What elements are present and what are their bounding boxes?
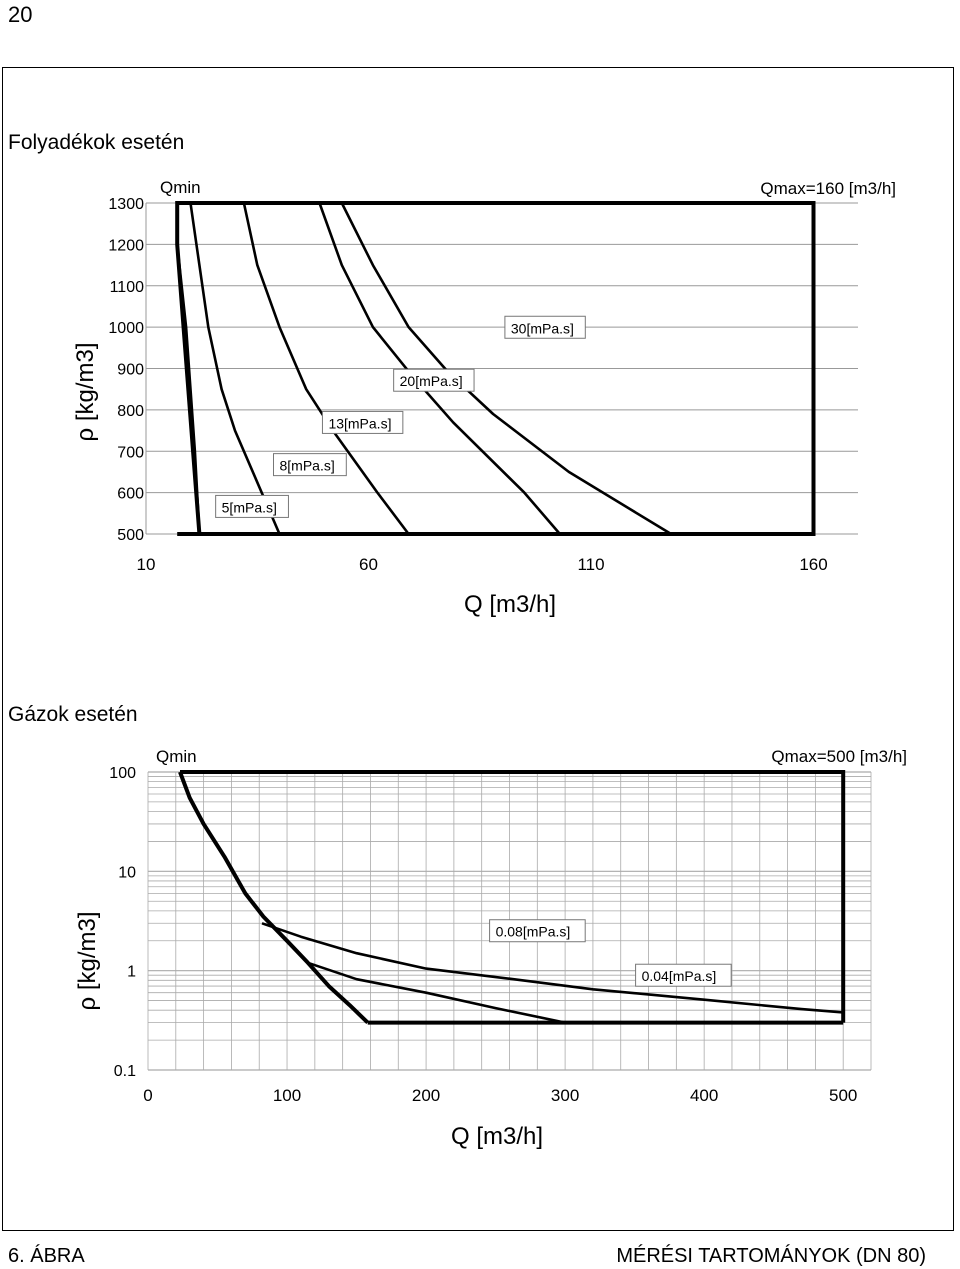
gas-range-boundary — [180, 770, 846, 1023]
gas-qmin-label: Qmin — [156, 747, 197, 766]
liquid-curve-label-box — [504, 315, 586, 339]
liquid-qmin-label: Qmin — [160, 178, 201, 197]
gas-curve-label: 0.08[mPa.s] — [496, 924, 571, 940]
gas-x-tick-label: 500 — [829, 1086, 857, 1105]
liquid-range-boundary — [175, 201, 816, 536]
liquid-y-tick-label: 500 — [117, 527, 144, 544]
gas-x-tick-label: 300 — [551, 1086, 579, 1105]
liquid-qmax-label: Qmax=160 [m3/h] — [760, 179, 896, 198]
gas-curve-label-box — [635, 963, 732, 987]
liquid-curve-label-box — [393, 368, 475, 392]
liquid-curve-label: 20[mPa.s] — [400, 373, 463, 389]
figure-title: MÉRÉSI TARTOMÁNYOK (DN 80) — [616, 1245, 926, 1267]
liquid-y-tick-label: 1000 — [108, 320, 144, 337]
liquid-curve-label: 5[mPa.s] — [222, 499, 277, 515]
gas-y-tick-label: 1 — [127, 964, 136, 981]
gas-curve-label-box — [489, 919, 586, 943]
gas-x-tick-label: 100 — [273, 1086, 301, 1105]
gas-viscosity-curve — [307, 961, 566, 1024]
gas-y-tick-label: 100 — [109, 765, 136, 782]
liquid-viscosity-curve — [175, 244, 201, 535]
liquid-y-tick-label: 800 — [117, 403, 144, 420]
liquid-x-tick-label: 10 — [137, 555, 156, 574]
liquid-y-tick-label: 700 — [117, 444, 144, 461]
gas-curve-label: 0.04[mPa.s] — [642, 968, 717, 984]
gas-x-tick-label: 200 — [412, 1086, 440, 1105]
liquid-x-axis-label: Q [m3/h] — [464, 591, 556, 618]
gas-viscosity-curve — [261, 922, 844, 1014]
gas-qmax-label: Qmax=500 [m3/h] — [771, 747, 907, 766]
liquid-y-tick-label: 600 — [117, 486, 144, 503]
liquid-x-tick-label: 110 — [577, 555, 604, 574]
figure-frame — [2, 67, 954, 1231]
gases-title: Gázok esetén — [8, 703, 138, 726]
liquid-y-tick-label: 1200 — [108, 237, 144, 254]
gas-y-tick-label: 10 — [118, 864, 136, 881]
liquid-viscosity-curve — [189, 202, 281, 535]
liquid-y-tick-label: 1100 — [110, 279, 145, 296]
page-number: 20 — [8, 2, 33, 27]
liquid-viscosity-curve — [242, 202, 410, 535]
gas-qmin-curve — [178, 771, 370, 1025]
liquid-curve-label: 8[mPa.s] — [280, 458, 335, 474]
gas-x-axis-label: Q [m3/h] — [451, 1123, 543, 1150]
liquid-curve-label-box — [321, 410, 404, 434]
liquid-y-axis-label: ρ [kg/m3] — [72, 342, 99, 441]
liquid-y-tick-label: 1300 — [108, 196, 144, 213]
figure-label: 6. ÁBRA — [8, 1245, 85, 1267]
gas-x-tick-label: 0 — [143, 1086, 152, 1105]
gas-y-tick-label: 0.1 — [114, 1063, 136, 1080]
liquid-y-tick-label: 900 — [117, 362, 144, 379]
liquid-curve-label-box — [215, 494, 289, 518]
liquid-curve-label: 30[mPa.s] — [511, 320, 574, 336]
liquid-curve-label-box — [273, 453, 347, 477]
gas-x-tick-label: 400 — [690, 1086, 718, 1105]
liquid-curve-label: 13[mPa.s] — [328, 415, 391, 431]
liquids-title: Folyadékok esetén — [8, 131, 185, 154]
liquid-x-tick-label: 60 — [359, 555, 378, 574]
liquid-x-tick-label: 160 — [799, 555, 827, 574]
gas-y-axis-label: ρ [kg/m3] — [74, 911, 101, 1010]
